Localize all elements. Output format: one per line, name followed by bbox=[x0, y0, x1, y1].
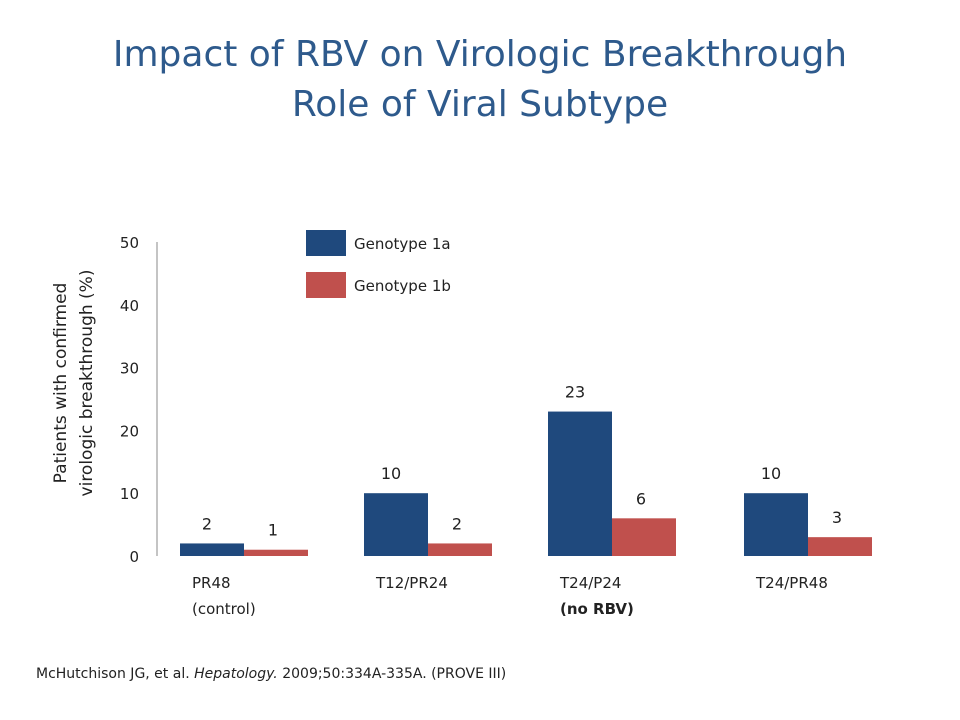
bar-genotype-1a bbox=[364, 493, 428, 556]
y-tick-label: 30 bbox=[120, 360, 139, 378]
data-label: 1 bbox=[268, 521, 278, 540]
data-label: 23 bbox=[565, 383, 585, 402]
bar-genotype-1b bbox=[428, 543, 492, 556]
y-axis-label: virologic breakthrough (%) bbox=[77, 270, 97, 497]
x-tick-label: (no RBV) bbox=[560, 600, 634, 618]
bar-genotype-1a bbox=[180, 543, 244, 556]
x-tick-label: PR48 bbox=[192, 574, 231, 592]
legend-label: Genotype 1a bbox=[354, 235, 451, 253]
legend-label: Genotype 1b bbox=[354, 277, 451, 295]
bar-genotype-1b bbox=[808, 537, 872, 556]
bar-genotype-1a bbox=[744, 493, 808, 556]
citation-journal: Hepatology. bbox=[194, 666, 278, 682]
title-line-2: Role of Viral Subtype bbox=[291, 84, 669, 125]
data-label: 10 bbox=[381, 464, 401, 483]
citation-details: 2009;50:334A-335A. (PROVE III) bbox=[277, 666, 507, 682]
data-label: 2 bbox=[452, 514, 462, 533]
data-label: 6 bbox=[636, 489, 646, 508]
data-label: 3 bbox=[832, 508, 842, 527]
data-label: 10 bbox=[761, 464, 781, 483]
bar-genotype-1a bbox=[548, 411, 612, 556]
y-tick-label: 20 bbox=[120, 422, 139, 440]
y-tick-label: 50 bbox=[120, 234, 139, 252]
citation-authors: McHutchison JG, et al. bbox=[36, 666, 195, 682]
data-label: 2 bbox=[202, 514, 212, 533]
x-tick-label: T24/PR48 bbox=[755, 574, 828, 592]
legend-swatch bbox=[306, 272, 346, 298]
y-axis-label: Patients with confirmed bbox=[51, 283, 71, 484]
bar-genotype-1b bbox=[612, 518, 676, 556]
legend-swatch bbox=[306, 230, 346, 256]
x-tick-label: T24/P24 bbox=[559, 574, 621, 592]
title-line-1: Impact of RBV on Virologic Breakthrough bbox=[112, 34, 848, 75]
y-tick-label: 10 bbox=[120, 485, 139, 503]
x-tick-label: T12/PR24 bbox=[375, 574, 448, 592]
x-tick-label: (control) bbox=[192, 600, 256, 618]
slide-title: Impact of RBV on Virologic Breakthrough … bbox=[0, 30, 960, 130]
bar-genotype-1b bbox=[244, 549, 308, 556]
citation: McHutchison JG, et al. Hepatology. 2009;… bbox=[36, 666, 506, 682]
y-tick-label: 40 bbox=[120, 297, 139, 315]
y-tick-label: 0 bbox=[129, 548, 139, 566]
